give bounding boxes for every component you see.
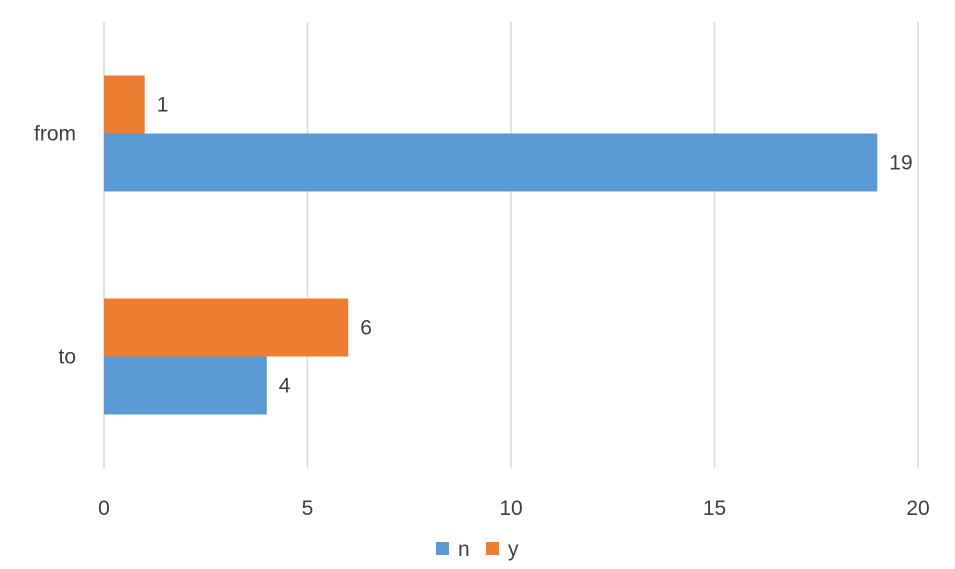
x-tick-label: 0 (98, 497, 110, 520)
legend-label: y (508, 538, 519, 561)
x-tick-label: 20 (906, 497, 929, 520)
data-label: 4 (279, 375, 291, 398)
data-label: 19 (889, 152, 912, 175)
data-label: 1 (157, 94, 169, 117)
x-axis-tick-labels: 0 5 10 15 20 (98, 497, 930, 520)
bars (104, 75, 878, 415)
category-label: from (34, 123, 76, 146)
x-tick-label: 10 (499, 497, 522, 520)
legend-label: n (458, 538, 470, 561)
category-label: to (58, 346, 76, 369)
data-labels: 4 6 19 1 (157, 94, 913, 398)
x-tick-label: 15 (703, 497, 726, 520)
bar (104, 75, 145, 134)
x-tick-label: 5 (302, 497, 314, 520)
legend-swatch (436, 542, 449, 555)
legend-swatch (486, 542, 499, 555)
category-labels: to from (34, 123, 76, 369)
bar (104, 356, 267, 415)
bar (104, 298, 349, 357)
bar (104, 133, 878, 192)
data-label: 6 (360, 317, 372, 340)
